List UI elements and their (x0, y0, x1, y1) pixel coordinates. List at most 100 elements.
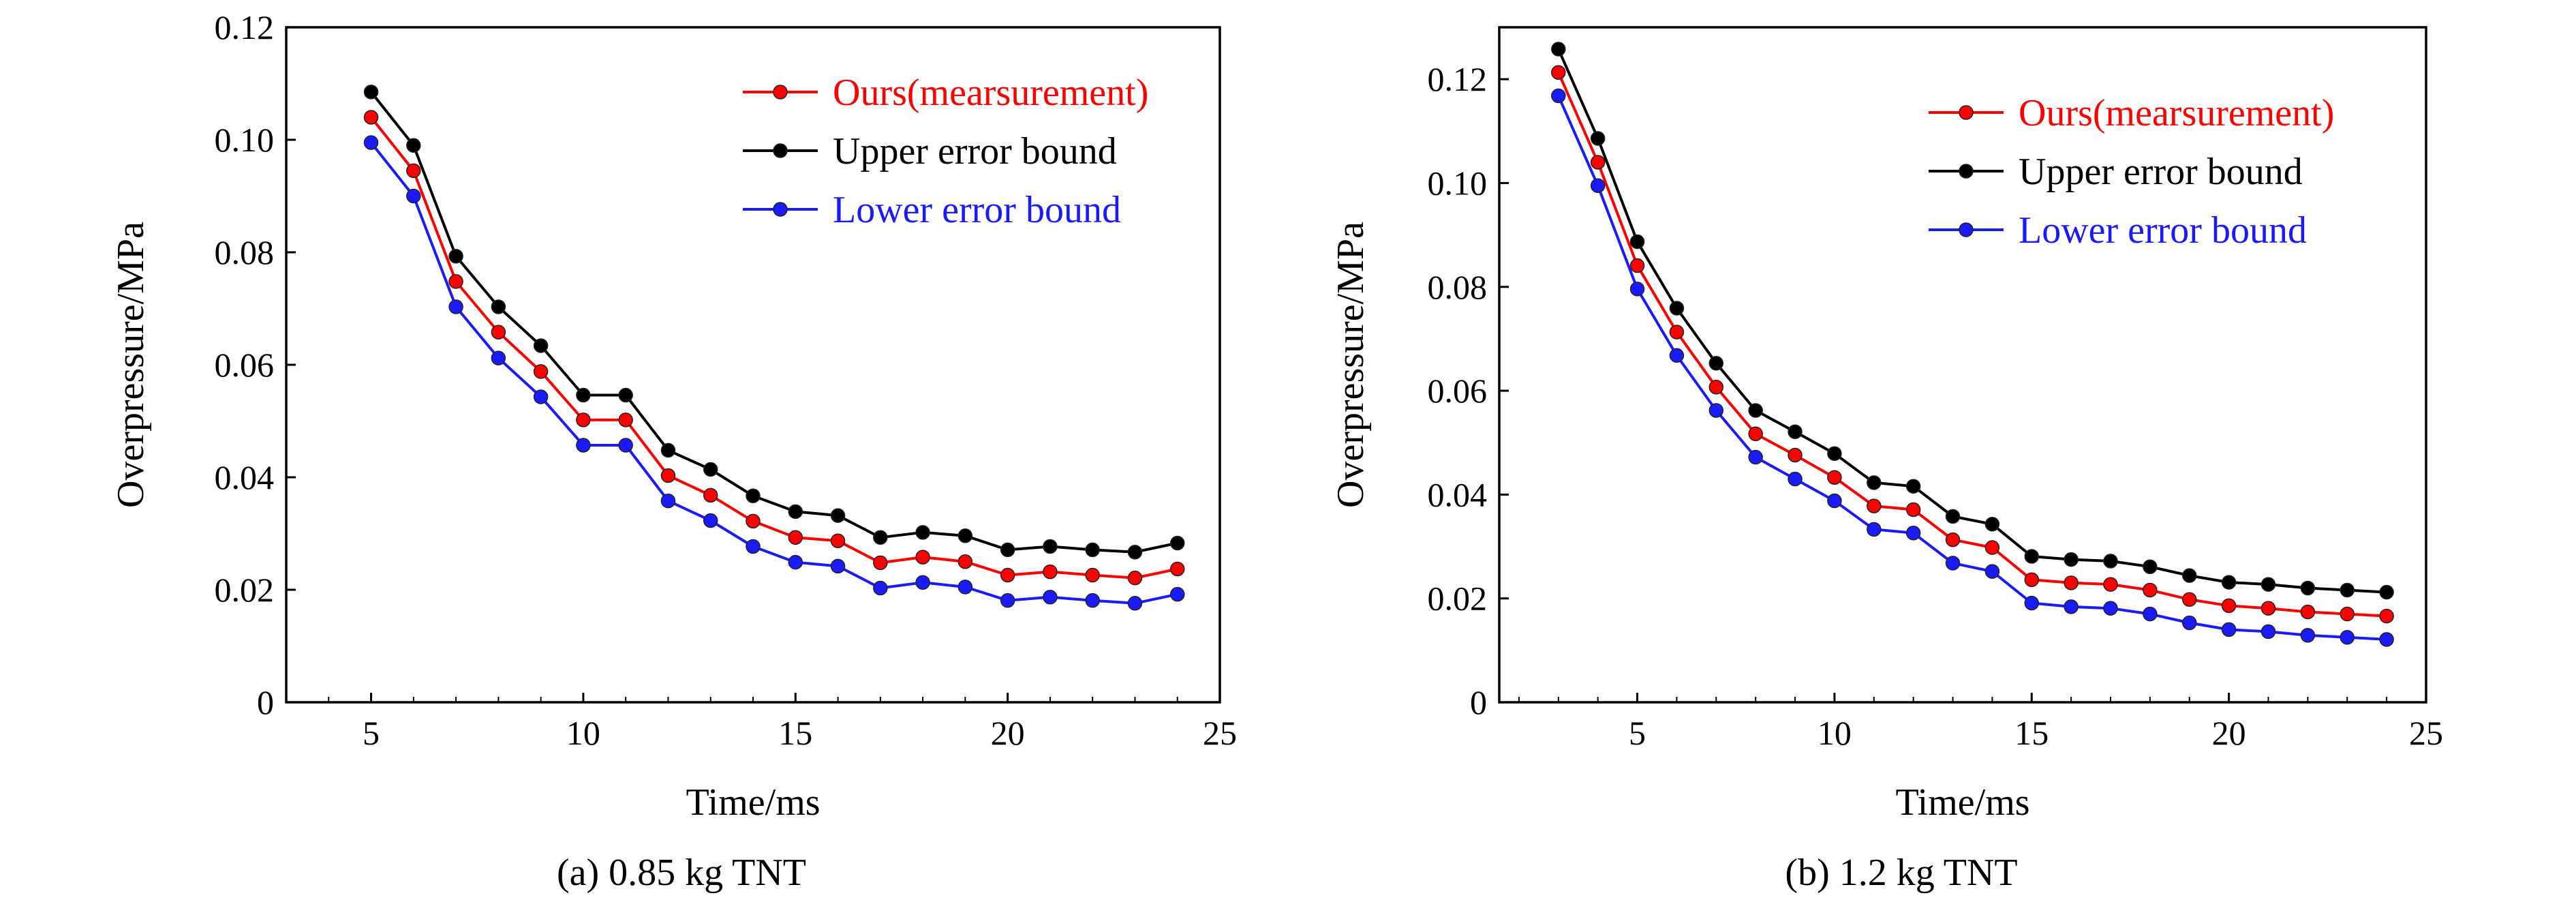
chart-panel-b: 5 10 15 20 25 0 0.02 0.04 0.06 0.08 0.10 0.12 Time/m… (1330, 26, 2443, 824)
data-point-b-2 (2024, 595, 2040, 611)
data-point-a-0 (448, 274, 463, 289)
data-point-b-2 (2221, 622, 2237, 638)
data-point-a-2 (788, 554, 803, 570)
data-point-b-1 (2103, 554, 2118, 569)
y-tick-label-a: 0.10 (215, 121, 275, 159)
data-point-a-1 (703, 462, 718, 477)
data-point-b-1 (2260, 577, 2276, 592)
data-point-a-2 (703, 513, 718, 528)
legend-label-a: Ours(mearsurement) (833, 72, 1148, 114)
data-point-a-2 (830, 558, 846, 574)
data-point-a-0 (703, 487, 718, 503)
data-point-b-2 (2103, 601, 2118, 616)
y-tick-label-a: 0.08 (215, 233, 275, 271)
data-point-b-1 (1867, 475, 1882, 490)
data-point-b-0 (1827, 470, 1842, 485)
data-point-b-1 (2143, 559, 2158, 574)
data-point-b-2 (1788, 471, 1803, 487)
data-point-a-1 (957, 528, 973, 543)
x-tick-label-a: 15 (778, 714, 812, 752)
plot-frame-a (285, 26, 1221, 704)
data-point-a-2 (1127, 596, 1143, 611)
data-point-b-1 (1590, 131, 1606, 146)
data-point-b-1 (1748, 403, 1763, 418)
data-point-a-0 (873, 555, 888, 571)
data-point-a-0 (618, 412, 633, 427)
series-line-b-0 (1557, 72, 2387, 618)
chart-caption-b: (b) 1.2 kg TNT (1785, 852, 2017, 894)
y-tick-label-b: 0.06 (1428, 372, 1488, 410)
data-point-a-2 (448, 299, 463, 314)
legend-marker-a (773, 85, 788, 100)
data-point-a-1 (491, 299, 506, 314)
x-tick-label-b: 5 (1629, 714, 1646, 752)
data-point-b-2 (2300, 628, 2316, 643)
legend-label-b: Ours(mearsurement) (2019, 92, 2334, 134)
data-point-b-2 (1984, 564, 2000, 579)
data-point-b-2 (1629, 282, 1645, 297)
y-tick-label-b: 0.08 (1428, 268, 1488, 306)
legend-marker-a (773, 143, 788, 158)
data-point-a-0 (406, 163, 421, 179)
legend-label-a: Upper error bound (833, 130, 1117, 172)
chart-panel-a: 5 10 15 20 25 0 0.02 0.04 0.06 0.08 0.10 0.12 Time/m… (110, 8, 1237, 824)
data-point-b-1 (1945, 509, 1961, 524)
data-point-b-2 (2260, 624, 2276, 640)
data-point-a-2 (660, 493, 676, 509)
data-point-b-0 (1669, 325, 1685, 340)
data-point-a-1 (830, 508, 846, 523)
x-tick-label-a: 20 (991, 714, 1025, 752)
y-axis-title-a: Overpressure/MPa (110, 222, 152, 508)
data-point-b-0 (1867, 498, 1882, 513)
data-point-b-2 (2379, 632, 2394, 647)
data-point-a-1 (1085, 542, 1100, 558)
data-point-a-1 (406, 138, 421, 153)
x-tick-label-b: 10 (1818, 714, 1852, 752)
data-point-b-2 (1905, 525, 1921, 541)
data-point-b-2 (1551, 88, 1566, 104)
y-axis-title-b: Overpressure/MPa (1330, 222, 1372, 508)
data-point-b-0 (1708, 379, 1724, 395)
data-point-b-2 (1669, 348, 1685, 363)
data-point-a-0 (1043, 564, 1058, 580)
data-point-a-1 (533, 338, 549, 353)
data-point-a-0 (788, 530, 803, 545)
data-point-b-1 (2064, 552, 2079, 567)
data-point-b-1 (2340, 582, 2355, 598)
data-point-a-2 (363, 135, 379, 150)
data-point-a-1 (448, 249, 463, 264)
data-point-a-1 (873, 530, 888, 545)
data-point-b-0 (2300, 604, 2316, 620)
data-point-a-1 (788, 504, 803, 520)
data-point-b-2 (2064, 599, 2079, 614)
plot-frame-b (1498, 26, 2427, 704)
data-point-b-0 (2182, 592, 2197, 607)
data-point-a-1 (576, 387, 591, 403)
data-point-b-1 (2221, 575, 2237, 590)
data-point-a-2 (746, 539, 761, 554)
data-point-b-0 (2064, 575, 2079, 590)
data-point-b-1 (1827, 446, 1842, 461)
x-axis-title-a: Time/ms (686, 781, 820, 824)
data-point-a-1 (660, 442, 676, 458)
legend-marker-a (773, 202, 788, 217)
data-point-b-1 (1669, 301, 1685, 316)
chart-caption-a: (a) 0.85 kg TNT (557, 852, 806, 894)
data-point-b-0 (1590, 155, 1606, 170)
data-point-b-2 (1945, 556, 1961, 571)
data-point-a-0 (915, 550, 930, 565)
data-point-b-0 (1748, 426, 1763, 442)
data-point-b-2 (1590, 178, 1606, 194)
data-point-b-1 (2024, 549, 2040, 564)
x-tick-label-b: 25 (2409, 714, 2443, 752)
data-point-b-1 (1788, 424, 1803, 439)
data-point-b-0 (1629, 258, 1645, 273)
data-point-b-0 (1551, 65, 1566, 80)
data-point-a-2 (1043, 589, 1058, 605)
data-point-b-0 (2024, 572, 2040, 588)
data-point-a-0 (491, 325, 506, 340)
y-tick-label-b: 0 (1470, 683, 1487, 721)
x-tick-label-a: 10 (566, 714, 600, 752)
data-point-b-2 (1827, 493, 1842, 509)
data-point-b-0 (1905, 502, 1921, 518)
